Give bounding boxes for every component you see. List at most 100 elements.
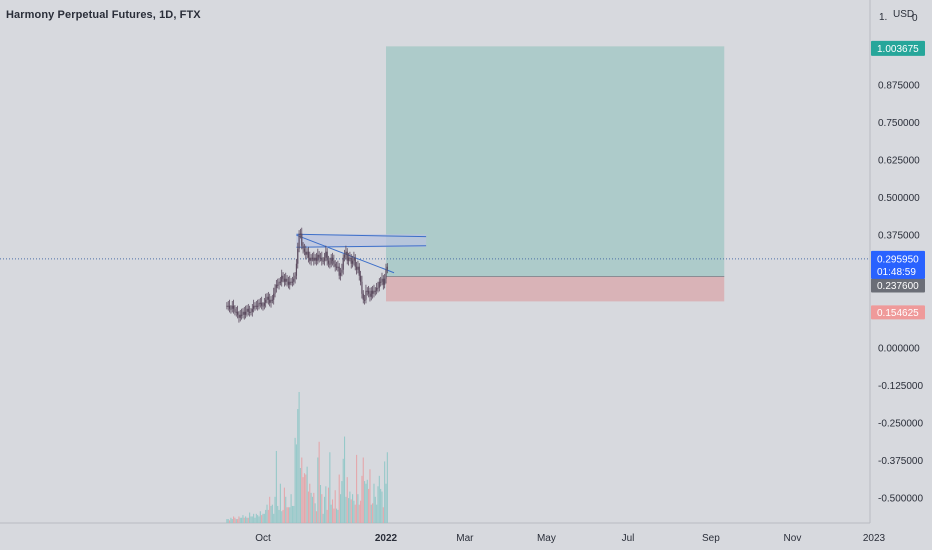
volume-bar: [314, 503, 316, 523]
price-tick-label: 0.500000: [878, 193, 920, 204]
volume-bar: [325, 486, 327, 523]
volume-bar: [258, 516, 260, 523]
candle-body: [345, 251, 347, 255]
candle-body: [326, 251, 328, 261]
trendline[interactable]: [296, 233, 427, 238]
candle-body: [230, 308, 232, 310]
candle-body: [270, 299, 272, 303]
volume-bar: [318, 441, 320, 523]
candle-body: [314, 257, 316, 261]
price-tick-label: 0.875000: [878, 81, 920, 92]
candle-body: [282, 275, 284, 279]
bar-countdown-label: 01:48:59: [877, 267, 916, 278]
candle-body: [335, 266, 338, 268]
candle-body: [381, 278, 383, 282]
volume-bar: [376, 504, 378, 523]
price-tick-label: 0.750000: [878, 118, 920, 129]
candle-body: [287, 281, 290, 285]
volume-bar: [309, 483, 311, 523]
volume-bar: [333, 508, 335, 523]
candle-body: [361, 281, 363, 294]
candle-body: [245, 311, 247, 315]
trendline[interactable]: [296, 245, 427, 248]
volume-bar: [243, 517, 245, 523]
candle-body: [359, 275, 362, 282]
stop-price-tag: [871, 305, 925, 320]
volume-bar: [281, 511, 283, 523]
volume-bar: [246, 517, 248, 523]
drawings[interactable]: [296, 233, 427, 274]
candle-body: [253, 305, 255, 309]
volume-bar: [254, 517, 256, 523]
price-axis-top-right-label: 0: [912, 13, 918, 24]
time-axis[interactable]: Oct 2022 Mar May Jul Sep Nov 2023: [255, 533, 885, 544]
volume-bar: [335, 508, 338, 523]
candle-body: [239, 314, 241, 318]
volume-bar: [337, 509, 339, 523]
volume-bar: [289, 507, 291, 523]
volume-bar: [283, 487, 285, 523]
volume-bar: [329, 452, 331, 523]
candle-body: [358, 266, 360, 276]
volume-bar: [382, 507, 384, 523]
volume-bar: [352, 494, 354, 523]
volume-bar: [307, 491, 310, 523]
time-tick-label: 2023: [863, 533, 886, 544]
volume-bar: [270, 505, 272, 523]
loss-zone[interactable]: [386, 276, 725, 302]
candle-body: [279, 281, 281, 283]
candle-body: [351, 260, 354, 264]
volume-bar: [321, 494, 323, 523]
price-tick-label: 0.375000: [878, 231, 920, 242]
volume-bar: [253, 513, 255, 523]
volume-bar: [291, 505, 293, 523]
time-tick-label: Sep: [702, 533, 720, 544]
time-tick-label: 2022: [375, 533, 398, 544]
candle-body: [267, 296, 269, 300]
target-price-tag-label: 1.003675: [877, 44, 919, 55]
volume-bar: [384, 461, 386, 523]
candle-body: [313, 257, 315, 261]
candle-body: [386, 266, 388, 270]
candle-body: [364, 299, 366, 301]
volume-bar: [279, 483, 281, 523]
candle-body: [295, 263, 298, 276]
volume-bar: [273, 513, 275, 523]
volume-bar: [326, 509, 328, 523]
candle-body: [330, 257, 332, 264]
resistance-range-box[interactable]: [296, 234, 427, 248]
candle-body: [226, 305, 228, 307]
volume-bar: [274, 496, 276, 523]
candle-body: [243, 311, 245, 315]
price-axis-currency-label[interactable]: USD: [893, 9, 914, 20]
price-tick-label: -0.250000: [878, 418, 923, 429]
volume-bar: [303, 473, 305, 523]
candle-body: [242, 311, 244, 315]
candle-body: [337, 266, 339, 268]
candle-body: [307, 251, 310, 258]
candle-body: [250, 311, 252, 313]
candle-body: [241, 314, 243, 316]
candle-body: [342, 257, 344, 270]
volume-bar: [259, 511, 261, 523]
price-tick-label: -0.500000: [878, 494, 923, 505]
candle-body: [333, 260, 335, 264]
price-tick-label: 0.000000: [878, 343, 920, 354]
volume-bar: [356, 454, 358, 523]
candle-body: [297, 248, 299, 264]
candle-body: [377, 287, 379, 289]
stop-price-tag-label: 0.154625: [877, 308, 919, 319]
profit-zone[interactable]: [386, 46, 725, 277]
volume-bar: [242, 515, 244, 523]
candle-body: [373, 290, 375, 294]
trendline[interactable]: [296, 234, 395, 274]
candle-body: [378, 281, 380, 288]
long-position-tool[interactable]: [386, 46, 725, 302]
price-candles: [226, 227, 388, 323]
candle-body: [349, 257, 351, 259]
volume-bar: [373, 483, 375, 523]
volume-bar: [271, 504, 273, 523]
volume-bar: [245, 516, 247, 523]
volume-bar: [269, 496, 271, 523]
